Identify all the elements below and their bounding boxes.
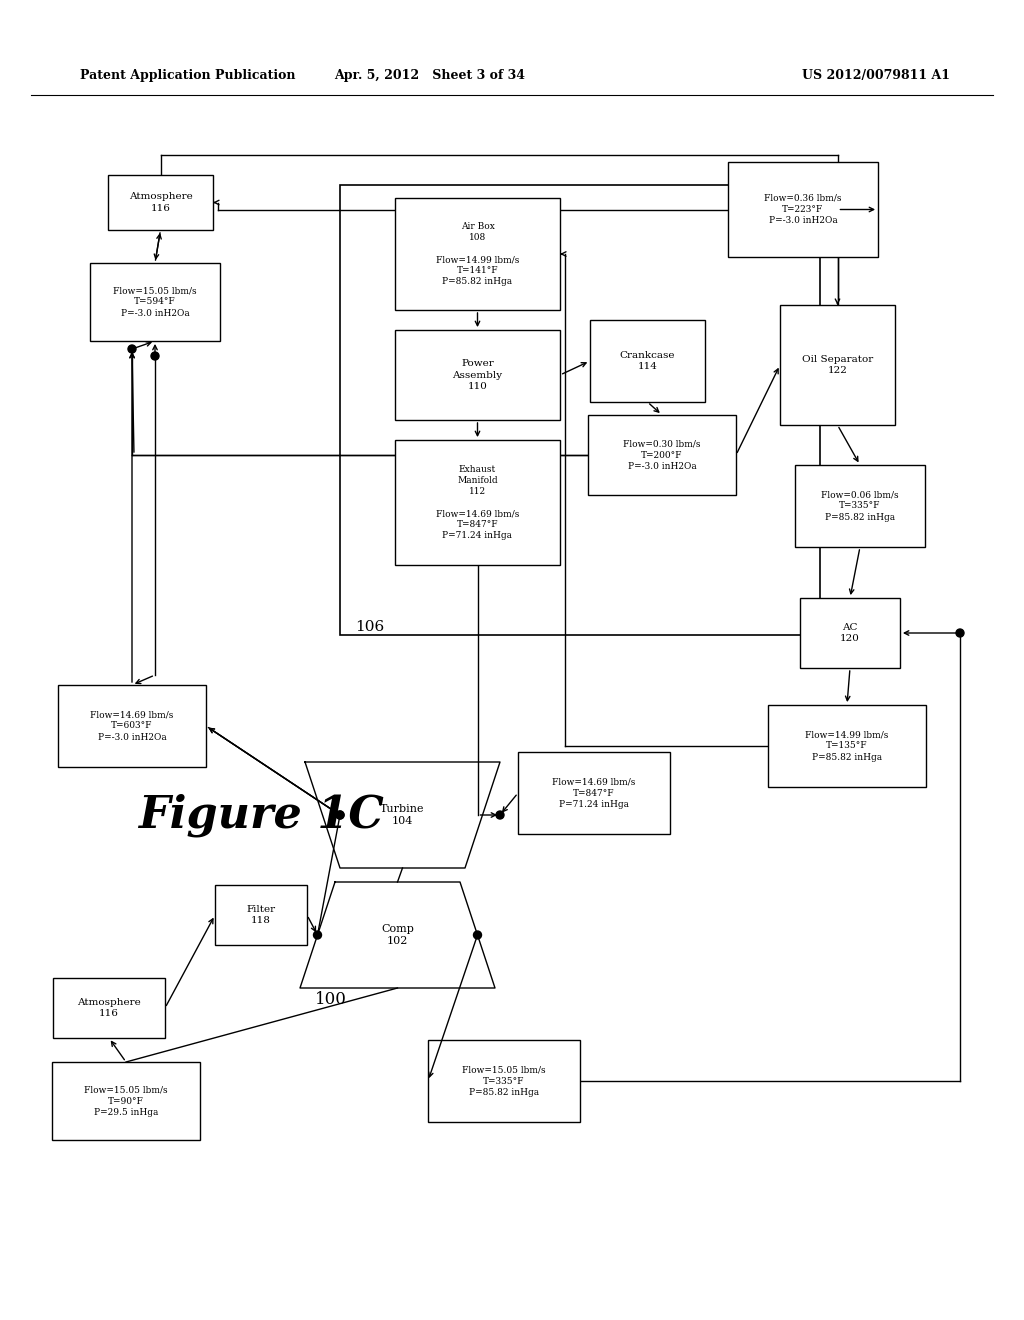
Bar bbox=[90, 263, 220, 341]
Bar bbox=[768, 705, 926, 787]
Bar bbox=[395, 330, 560, 420]
Text: Patent Application Publication: Patent Application Publication bbox=[80, 69, 296, 82]
Text: 106: 106 bbox=[355, 620, 384, 634]
Text: AC
120: AC 120 bbox=[840, 623, 860, 643]
Text: Figure 1C: Figure 1C bbox=[138, 793, 384, 837]
Text: Flow=15.05 lbm/s
T=335°F
P=85.82 inHga: Flow=15.05 lbm/s T=335°F P=85.82 inHga bbox=[462, 1065, 546, 1097]
Text: Filter
118: Filter 118 bbox=[247, 906, 275, 925]
Circle shape bbox=[496, 810, 504, 818]
Text: Flow=0.36 lbm/s
T=223°F
P=-3.0 inH2Oa: Flow=0.36 lbm/s T=223°F P=-3.0 inH2Oa bbox=[764, 194, 842, 226]
Text: Crankcase
114: Crankcase 114 bbox=[620, 351, 675, 371]
Text: Flow=14.69 lbm/s
T=847°F
P=71.24 inHga: Flow=14.69 lbm/s T=847°F P=71.24 inHga bbox=[552, 777, 636, 809]
Circle shape bbox=[151, 352, 159, 360]
Text: Power
Assembly
110: Power Assembly 110 bbox=[453, 359, 503, 391]
Text: Air Box
108

Flow=14.99 lbm/s
T=141°F
P=85.82 inHga: Air Box 108 Flow=14.99 lbm/s T=141°F P=8… bbox=[436, 222, 519, 286]
Circle shape bbox=[956, 630, 964, 638]
Text: Flow=15.05 lbm/s
T=90°F
P=29.5 inHga: Flow=15.05 lbm/s T=90°F P=29.5 inHga bbox=[84, 1085, 168, 1117]
Circle shape bbox=[473, 931, 481, 939]
Bar bbox=[58, 685, 206, 767]
Text: US 2012/0079811 A1: US 2012/0079811 A1 bbox=[802, 69, 950, 82]
Text: Atmosphere
116: Atmosphere 116 bbox=[129, 193, 193, 213]
Bar bbox=[395, 440, 560, 565]
Bar bbox=[53, 978, 165, 1038]
Bar bbox=[780, 305, 895, 425]
Bar bbox=[215, 884, 307, 945]
Text: Exhaust
Manifold
112

Flow=14.69 lbm/s
T=847°F
P=71.24 inHga: Exhaust Manifold 112 Flow=14.69 lbm/s T=… bbox=[436, 465, 519, 540]
Text: Comp
102: Comp 102 bbox=[381, 924, 414, 946]
Bar bbox=[340, 185, 820, 635]
Bar bbox=[52, 1063, 200, 1140]
Circle shape bbox=[336, 810, 344, 818]
Bar bbox=[588, 414, 736, 495]
Text: Oil Separator
122: Oil Separator 122 bbox=[802, 355, 873, 375]
Bar bbox=[108, 176, 213, 230]
Bar bbox=[395, 198, 560, 310]
Text: Flow=15.05 lbm/s
T=594°F
P=-3.0 inH2Oa: Flow=15.05 lbm/s T=594°F P=-3.0 inH2Oa bbox=[114, 286, 197, 318]
Bar bbox=[518, 752, 670, 834]
Text: Flow=0.30 lbm/s
T=200°F
P=-3.0 inH2Oa: Flow=0.30 lbm/s T=200°F P=-3.0 inH2Oa bbox=[624, 440, 700, 471]
Text: Flow=14.99 lbm/s
T=135°F
P=85.82 inHga: Flow=14.99 lbm/s T=135°F P=85.82 inHga bbox=[805, 730, 889, 762]
Text: Turbine
104: Turbine 104 bbox=[380, 804, 425, 826]
Text: Flow=0.06 lbm/s
T=335°F
P=85.82 inHga: Flow=0.06 lbm/s T=335°F P=85.82 inHga bbox=[821, 491, 899, 521]
Bar bbox=[728, 162, 878, 257]
Circle shape bbox=[336, 810, 344, 818]
Text: Apr. 5, 2012   Sheet 3 of 34: Apr. 5, 2012 Sheet 3 of 34 bbox=[335, 69, 525, 82]
Circle shape bbox=[128, 345, 136, 352]
Circle shape bbox=[313, 931, 322, 939]
Text: 100: 100 bbox=[315, 991, 347, 1008]
Bar bbox=[590, 319, 705, 403]
Bar bbox=[800, 598, 900, 668]
Text: Flow=14.69 lbm/s
T=603°F
P=-3.0 inH2Oa: Flow=14.69 lbm/s T=603°F P=-3.0 inH2Oa bbox=[90, 710, 174, 742]
Bar bbox=[795, 465, 925, 546]
Bar bbox=[428, 1040, 580, 1122]
Text: Atmosphere
116: Atmosphere 116 bbox=[77, 998, 141, 1018]
